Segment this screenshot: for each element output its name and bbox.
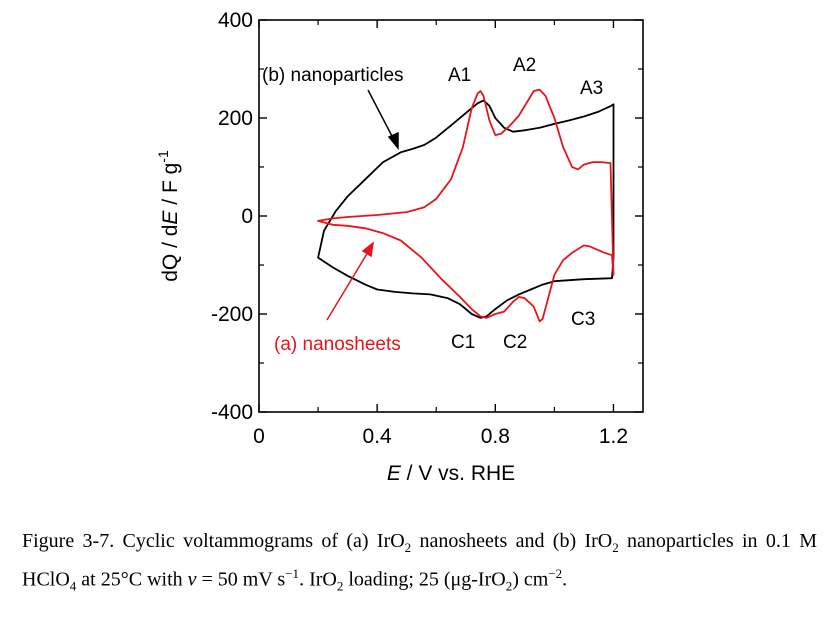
x-tick-label: 0.8 (481, 425, 510, 448)
y-axis-title: dQ / dE / F g-1 (155, 150, 182, 282)
peak-label-a1: A1 (448, 65, 471, 86)
y-tick-label: -200 (211, 303, 253, 326)
peak-label-a3: A3 (580, 78, 603, 99)
legend-nanoparticles: (b) nanoparticles (262, 65, 404, 86)
axis-ticks (258, 19, 643, 413)
x-axis-title: E / V vs. RHE (387, 462, 515, 485)
figure-caption: Figure 3-7. Cyclic voltammograms of (a) … (22, 530, 818, 594)
y-tick-label: 400 (218, 9, 253, 32)
tick-labels: 0 0.4 0.8 1.2 -400 -200 0 200 400 (211, 9, 628, 448)
series-line-nanoparticles (317, 99, 615, 319)
x-tick-label: 0.4 (363, 425, 393, 448)
peak-label-c1: C1 (451, 332, 475, 353)
y-tick-label: -400 (211, 401, 253, 424)
y-tick-label: 200 (218, 107, 253, 130)
series-line-nanosheets (317, 88, 615, 323)
nanoparticles-arrow (367, 89, 399, 151)
y-tick-label: 0 (241, 205, 253, 228)
nanosheets-arrow (326, 241, 375, 321)
peak-label-c2: C2 (503, 332, 527, 353)
x-tick-label: 1.2 (599, 425, 628, 448)
cv-curves (317, 88, 615, 323)
x-tick-label: 0 (253, 425, 265, 448)
peak-label-a2: A2 (513, 55, 536, 76)
peak-label-c3: C3 (571, 309, 595, 330)
legend-nanosheets: (a) nanosheets (274, 334, 401, 355)
